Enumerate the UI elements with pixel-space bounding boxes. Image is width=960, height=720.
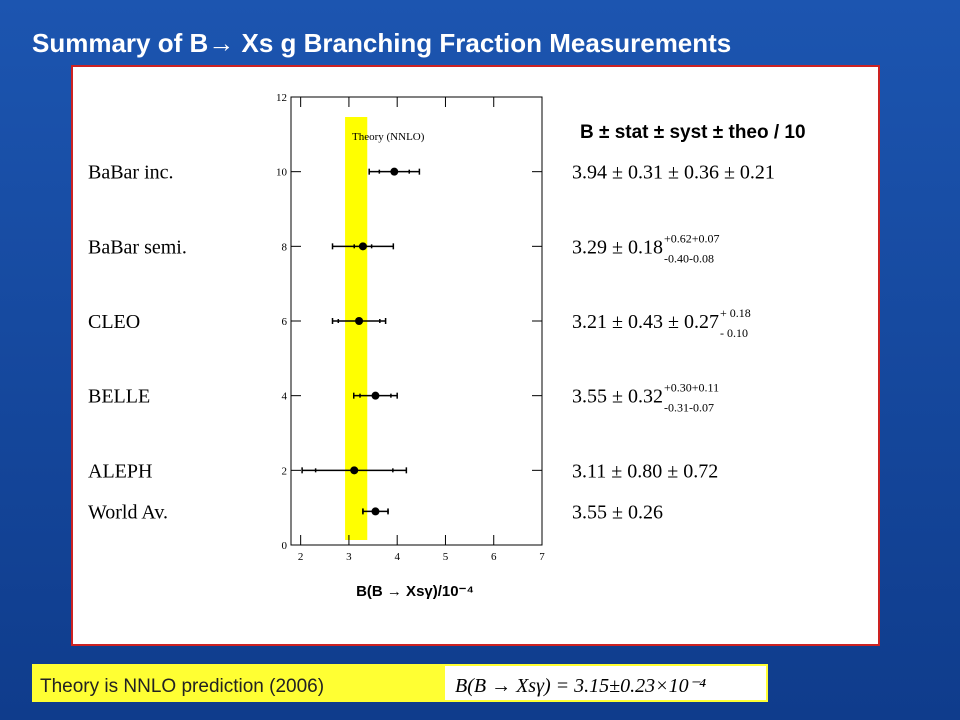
theory-label: Theory (NNLO)	[352, 131, 425, 143]
value-label-sub: -0.31-0.07	[664, 401, 714, 415]
theory-band	[345, 117, 368, 540]
value-label: 3.55 ± 0.26	[572, 501, 663, 523]
point	[350, 466, 359, 475]
x-tick-label: 2	[298, 551, 304, 563]
x-tick-label: 5	[443, 551, 449, 563]
y-tick-label: 8	[282, 241, 288, 253]
chart-panel	[71, 65, 880, 646]
point	[371, 507, 380, 516]
y-tick-label: 10	[276, 167, 288, 179]
value-label-sup: +0.62+0.07	[664, 231, 720, 245]
x-tick-label: 6	[491, 551, 497, 563]
x-tick-label: 3	[346, 551, 352, 563]
point	[358, 242, 367, 251]
value-label-sub: -0.40-0.08	[664, 251, 714, 265]
point	[355, 317, 364, 325]
x-tick-label: 7	[539, 551, 545, 563]
column-header: B ± stat ± syst ± theo / 10	[580, 122, 806, 143]
footer-text: Theory is NNLO prediction (2006)	[40, 676, 324, 697]
slide-title: Summary of B→ Xs g Branching Fraction Me…	[32, 28, 731, 58]
x-axis-label: B(B → Xsγ)/10⁻⁴	[356, 583, 474, 600]
point	[390, 167, 399, 176]
value-label: 3.55 ± 0.32	[572, 386, 663, 408]
x-tick-label: 4	[394, 551, 400, 563]
category-label: BELLE	[88, 386, 150, 408]
value-label: 3.94 ± 0.31 ± 0.36 ± 0.21	[572, 162, 775, 184]
category-label: ALEPH	[88, 460, 152, 482]
category-label: BaBar semi.	[88, 236, 187, 258]
value-label: 3.21 ± 0.43 ± 0.27	[572, 311, 719, 333]
formula: B(B → Xsγ) = 3.15±0.23×10⁻⁴	[455, 675, 706, 697]
y-tick-label: 4	[282, 391, 288, 403]
value-label: 3.29 ± 0.18	[572, 236, 663, 258]
point	[371, 391, 380, 400]
y-tick-label: 0	[282, 540, 288, 552]
y-tick-label: 6	[282, 316, 288, 328]
value-label-sup: +0.30+0.11	[664, 381, 719, 395]
category-label: World Av.	[88, 501, 168, 523]
value-label-sub: - 0.10	[720, 326, 748, 340]
value-label-sup: + 0.18	[720, 306, 751, 320]
y-tick-label: 12	[276, 92, 287, 104]
category-label: CLEO	[88, 311, 140, 333]
value-label: 3.11 ± 0.80 ± 0.72	[572, 460, 718, 482]
category-label: BaBar inc.	[88, 162, 174, 184]
formula-box	[445, 666, 766, 700]
y-tick-label: 2	[282, 465, 288, 477]
